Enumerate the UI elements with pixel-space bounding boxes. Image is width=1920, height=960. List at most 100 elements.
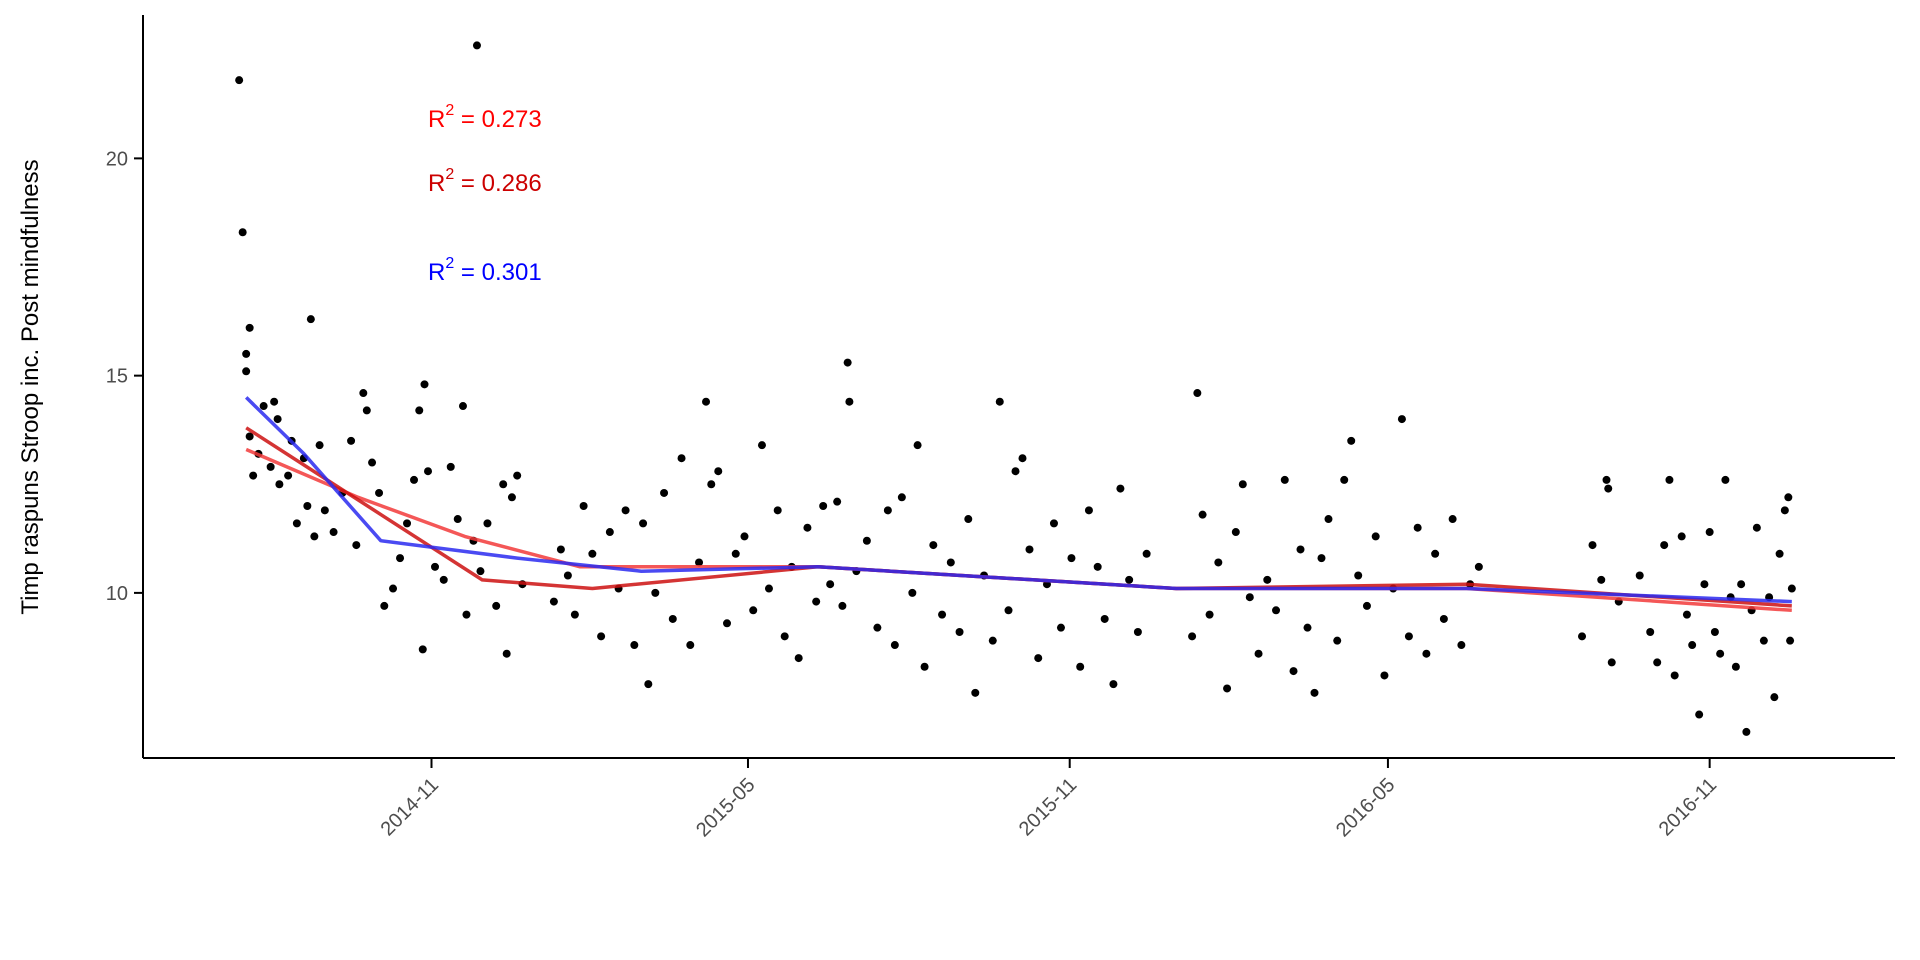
data-point bbox=[1238, 480, 1247, 489]
data-point bbox=[897, 493, 906, 502]
data-point bbox=[483, 519, 492, 528]
data-point bbox=[740, 532, 749, 541]
data-point bbox=[1737, 580, 1746, 589]
data-point bbox=[794, 654, 803, 663]
data-point bbox=[507, 493, 516, 502]
data-point bbox=[588, 549, 597, 558]
data-point bbox=[1025, 545, 1034, 554]
data-point bbox=[556, 545, 565, 554]
y-tick-label: 20 bbox=[106, 148, 128, 170]
data-point bbox=[773, 506, 782, 515]
data-point bbox=[259, 402, 268, 411]
data-point bbox=[1034, 654, 1043, 663]
data-points bbox=[235, 41, 1796, 736]
data-point bbox=[651, 588, 660, 597]
x-tick-label: 2015-11 bbox=[1015, 774, 1081, 840]
data-point bbox=[707, 480, 716, 489]
data-point bbox=[303, 501, 312, 510]
data-point bbox=[964, 515, 973, 524]
data-point bbox=[1324, 515, 1333, 524]
data-point bbox=[415, 406, 424, 415]
data-point bbox=[668, 614, 677, 623]
data-point bbox=[1193, 389, 1202, 398]
data-point bbox=[695, 558, 704, 567]
data-point bbox=[1677, 532, 1686, 541]
y-axis-title: Timp raspuns Stroop inc. Post mindfulnes… bbox=[17, 159, 44, 614]
data-point bbox=[1700, 580, 1709, 589]
data-point bbox=[1310, 688, 1319, 697]
x-tick-label: 2016-05 bbox=[1332, 774, 1399, 841]
data-point bbox=[1784, 493, 1793, 502]
data-point bbox=[310, 532, 319, 541]
data-point bbox=[1100, 614, 1109, 623]
data-point bbox=[1067, 554, 1076, 563]
data-point bbox=[660, 488, 669, 497]
data-point bbox=[1646, 627, 1655, 636]
fit-line-3 bbox=[244, 396, 1792, 604]
data-point bbox=[570, 610, 579, 619]
data-point bbox=[420, 380, 429, 389]
data-point bbox=[1303, 623, 1312, 632]
data-point bbox=[1716, 649, 1725, 658]
data-point bbox=[1245, 593, 1254, 602]
r-squared-label-2: R2 = 0.286 bbox=[428, 166, 542, 197]
data-point bbox=[1448, 515, 1457, 524]
data-point bbox=[1404, 632, 1413, 641]
data-point bbox=[403, 519, 412, 528]
data-point bbox=[1670, 671, 1679, 680]
data-point bbox=[1731, 662, 1740, 671]
data-point bbox=[946, 558, 955, 567]
r-squared-label-3: R2 = 0.301 bbox=[428, 255, 542, 286]
data-point bbox=[389, 584, 398, 593]
data-point bbox=[1347, 436, 1356, 445]
data-point bbox=[833, 497, 842, 506]
data-point bbox=[368, 458, 377, 467]
data-point bbox=[639, 519, 648, 528]
data-point bbox=[597, 632, 606, 641]
data-point bbox=[1340, 475, 1349, 484]
data-point bbox=[826, 580, 835, 589]
data-point bbox=[410, 475, 419, 484]
data-point bbox=[1787, 584, 1796, 593]
data-point bbox=[306, 315, 315, 324]
data-point bbox=[883, 506, 892, 515]
data-point bbox=[677, 454, 686, 463]
data-point bbox=[1142, 549, 1151, 558]
data-point bbox=[723, 619, 731, 628]
data-point bbox=[757, 441, 766, 450]
data-point bbox=[1665, 475, 1674, 484]
data-point bbox=[1439, 614, 1448, 623]
data-point bbox=[1397, 415, 1406, 424]
fit-line-1 bbox=[245, 447, 1792, 613]
data-point bbox=[1380, 671, 1389, 680]
x-tick-label: 2014-11 bbox=[377, 774, 443, 840]
data-point bbox=[446, 462, 455, 471]
data-point bbox=[563, 571, 572, 580]
y-tick-label: 10 bbox=[106, 583, 128, 605]
data-point bbox=[1272, 606, 1281, 615]
data-point bbox=[1721, 475, 1730, 484]
data-point bbox=[458, 402, 467, 411]
data-point bbox=[1604, 484, 1613, 493]
data-point bbox=[1710, 627, 1719, 636]
data-point bbox=[971, 688, 980, 697]
data-point bbox=[702, 397, 711, 406]
data-point bbox=[1770, 693, 1779, 702]
data-point bbox=[1413, 523, 1422, 532]
data-point bbox=[238, 228, 247, 237]
data-point bbox=[513, 471, 522, 480]
data-point bbox=[1688, 641, 1697, 650]
data-point bbox=[1011, 467, 1020, 476]
data-point bbox=[492, 601, 501, 610]
data-point bbox=[714, 467, 723, 476]
data-point bbox=[1607, 658, 1616, 667]
data-point bbox=[1093, 562, 1102, 571]
data-point bbox=[266, 462, 275, 471]
data-point bbox=[1289, 667, 1298, 676]
data-point bbox=[873, 623, 882, 632]
data-point bbox=[780, 632, 789, 641]
data-point bbox=[1775, 549, 1784, 558]
data-point bbox=[1635, 571, 1644, 580]
data-point bbox=[1125, 575, 1134, 584]
data-point bbox=[995, 397, 1004, 406]
